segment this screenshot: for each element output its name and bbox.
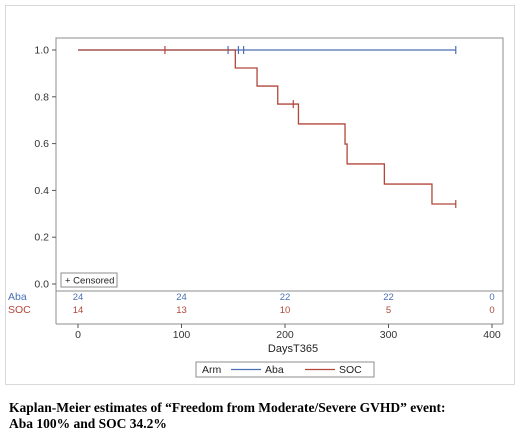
x-axis-label: DaysT365 [268,343,318,355]
at-risk-value: 24 [176,292,187,303]
at-risk-value: 22 [383,292,394,303]
at-risk-value: 22 [280,292,291,303]
x-tick-label: 400 [483,329,501,341]
km-chart: 0.00.20.40.60.81.00 100 200 300 400DaysT365+… [8,37,504,378]
legend-box [195,361,375,378]
y-tick-label: 1.0 [34,45,49,57]
censor-legend-box [60,272,118,288]
legend-label-aba: Aba [265,364,284,376]
x-tick-label: 200 [276,329,294,341]
at-risk-value: 24 [73,292,84,303]
at-risk-label-aba: Aba [8,291,27,303]
y-tick-label: 0.0 [34,279,49,291]
series-line-soc [78,49,456,205]
caption-line-1: Kaplan-Meier estimates of “Freedom from … [9,400,446,415]
censor-legend-text: + Censored [65,276,114,287]
plot-frame [55,37,504,292]
x-tick-label: 100 [173,329,191,341]
at-risk-value: 14 [73,305,84,316]
y-tick-label: 0.8 [34,91,49,103]
figure-caption: Kaplan-Meier estimates of “Freedom from … [9,400,514,432]
at-risk-value: 0 [489,305,494,316]
at-risk-label-soc: SOC [8,304,31,316]
at-risk-value: 10 [280,305,291,316]
y-tick-label: 0.6 [34,138,49,150]
caption-line-2: Aba 100% and SOC 34.2% [9,416,167,431]
y-tick-label: 0.2 [34,232,49,244]
x-tick-label: 300 [380,329,398,341]
legend-title: Arm [202,364,222,376]
figure-frame [5,5,515,385]
at-risk-value: 13 [176,305,187,316]
at-risk-value: 0 [489,292,494,303]
legend-label-soc: SOC [339,364,362,376]
x-tick-label: 0 [75,329,81,341]
at-risk-value: 5 [386,305,391,316]
y-tick-label: 0.4 [34,185,49,197]
